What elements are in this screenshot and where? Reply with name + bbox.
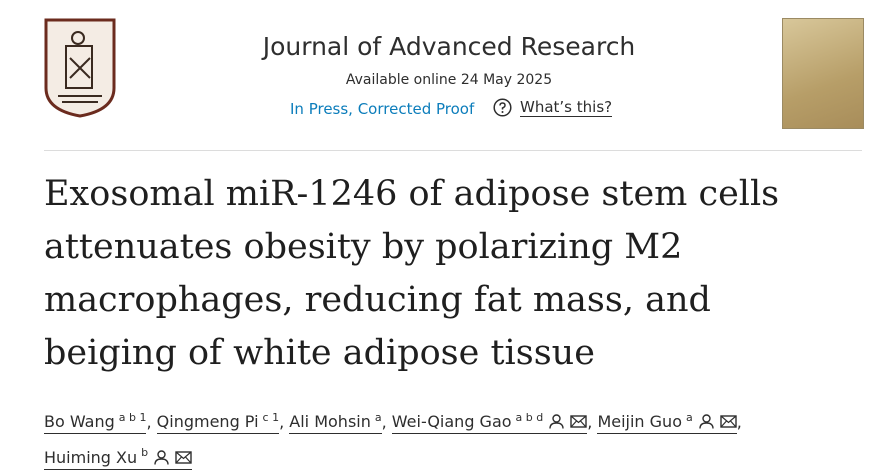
title-line: Exosomal miR-1246 of adipose stem cells [44, 174, 780, 214]
author-name[interactable]: Qingmeng Pi [156, 412, 259, 432]
author-name[interactable]: Ali Mohsin [289, 412, 371, 432]
author-affiliations[interactable]: c 1 [262, 411, 280, 424]
help-icon [493, 98, 512, 117]
publisher-logo[interactable] [44, 18, 116, 118]
help[interactable]: What’s this? [493, 98, 613, 117]
person-icon[interactable] [698, 414, 715, 429]
person-icon[interactable] [548, 414, 565, 429]
separator: , [279, 412, 285, 432]
journal-title[interactable]: Journal of Advanced Research [262, 32, 636, 61]
author-link[interactable]: Qingmeng Pi c 1 [156, 411, 280, 435]
author-name[interactable]: Bo Wang [44, 412, 115, 432]
author-list: Bo Wang a b 1, Qingmeng Pi c 1, Ali Mohsin… [44, 402, 824, 473]
divider [44, 150, 862, 151]
journal-cover[interactable] [782, 18, 864, 129]
article-title: Exosomal miR-1246 of adipose stem cells a… [44, 168, 779, 380]
separator: , [587, 412, 593, 432]
author: Bo Wang a b 1, [44, 402, 152, 437]
title-line: attenuates obesity by polarizing M2 [44, 227, 683, 267]
mail-icon[interactable] [570, 414, 587, 429]
author-link[interactable]: Bo Wang a b 1 [44, 411, 147, 435]
author: Meijin Guo a, [597, 402, 742, 437]
author-link[interactable]: Meijin Guo a [597, 411, 737, 435]
author: Wei-Qiang Gao a b d, [391, 402, 593, 437]
author-name[interactable]: Wei-Qiang Gao [391, 412, 512, 432]
available-date: Available online 24 May 2025 [345, 72, 553, 88]
author-name[interactable]: Meijin Guo [597, 412, 682, 432]
separator: , [146, 412, 152, 432]
author-affiliations[interactable]: a [685, 411, 693, 424]
author-affiliations[interactable]: b [141, 446, 149, 460]
author: Qingmeng Pi c 1, [156, 402, 285, 437]
author: Ali Mohsin a, [289, 402, 387, 437]
author-link[interactable]: Wei-Qiang Gao a b d [391, 411, 588, 435]
separator: , [736, 412, 742, 432]
author-affiliations[interactable]: a b 1 [118, 411, 147, 424]
author-link[interactable]: Huiming Xu b [44, 446, 193, 470]
title-line: beiging of white adipose tissue [44, 333, 595, 373]
author-affiliations[interactable]: a b d [515, 411, 544, 424]
help-link[interactable]: What’s this? [520, 98, 613, 117]
article-status[interactable]: In Press, Corrected Proof [290, 100, 475, 118]
author-affiliations[interactable]: a [374, 411, 382, 424]
author-link[interactable]: Ali Mohsin a [289, 411, 382, 435]
person-icon[interactable] [153, 449, 170, 465]
separator: , [381, 412, 387, 432]
title-line: macrophages, reducing fat mass, and [44, 280, 711, 320]
author: Huiming Xu b [44, 437, 193, 472]
mail-icon[interactable] [720, 414, 737, 429]
mail-icon[interactable] [175, 450, 192, 465]
author-name[interactable]: Huiming Xu [44, 447, 138, 467]
